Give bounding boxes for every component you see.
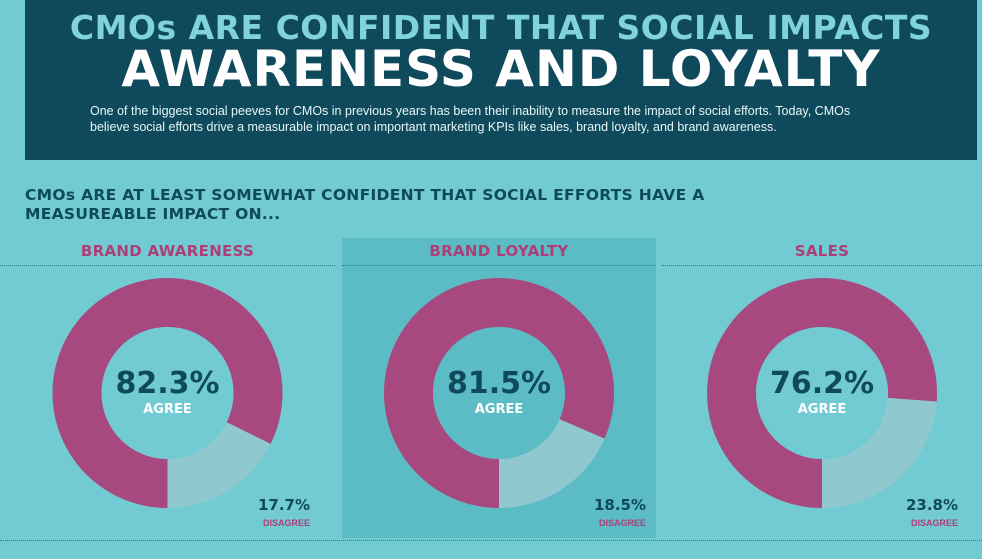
- agree-slice: [707, 278, 937, 508]
- disagree-slice: [167, 422, 271, 508]
- chart-title: BRAND AWARENESS: [80, 242, 255, 260]
- donut-chart-brand-loyalty: [383, 278, 614, 508]
- donut-chart-brand-awareness: [52, 278, 283, 508]
- divider: [0, 265, 335, 266]
- title-line-1: CMOs ARE CONFIDENT THAT SOCIAL IMPACTS: [69, 8, 933, 47]
- intro-text: One of the biggest social peeves for CMO…: [90, 104, 851, 134]
- agree-text-label: AGREE: [474, 402, 524, 417]
- chart-title: SALES: [794, 242, 850, 260]
- divider: [342, 265, 656, 266]
- agree-percent-label: 76.2%: [769, 366, 875, 401]
- panel-brand-awareness: BRAND AWARENESS 82.3% AGREE 17.7% DISAGR…: [0, 238, 335, 538]
- agree-text-label: AGREE: [797, 402, 847, 417]
- disagree-slice: [822, 397, 937, 508]
- disagree-slice: [499, 419, 605, 508]
- bottom-divider: [0, 540, 982, 541]
- agree-percent-label: 82.3%: [115, 366, 220, 401]
- disagree-percent-label: 18.5%: [593, 496, 646, 514]
- donut-hole: [101, 327, 234, 459]
- donut-hole: [756, 327, 888, 459]
- panel-brand-loyalty: BRAND LOYALTY 81.5% AGREE 18.5% DISAGREE: [342, 238, 656, 538]
- section-subhead: CMOs ARE AT LEAST SOMEWHAT CONFIDENT THA…: [25, 186, 705, 223]
- donut-hole: [433, 327, 565, 459]
- donut-chart-sales: [707, 278, 937, 508]
- title-line-2: AWARENESS AND LOYALTY: [121, 40, 881, 98]
- agree-slice: [52, 278, 283, 508]
- divider: [662, 265, 982, 266]
- header-banner: CMOs ARE CONFIDENT THAT SOCIAL IMPACTS A…: [25, 0, 977, 160]
- disagree-text-label: DISAGREE: [910, 518, 958, 528]
- agree-slice: [383, 278, 614, 508]
- agree-text-label: AGREE: [143, 402, 192, 417]
- disagree-percent-label: 23.8%: [905, 496, 958, 514]
- disagree-percent-label: 17.7%: [257, 496, 310, 514]
- disagree-text-label: DISAGREE: [598, 518, 646, 528]
- panel-sales: SALES 76.2% AGREE 23.8% DISAGREE: [662, 238, 982, 538]
- agree-percent-label: 81.5%: [446, 366, 552, 401]
- disagree-text-label: DISAGREE: [262, 518, 310, 528]
- chart-title: BRAND LOYALTY: [429, 242, 569, 260]
